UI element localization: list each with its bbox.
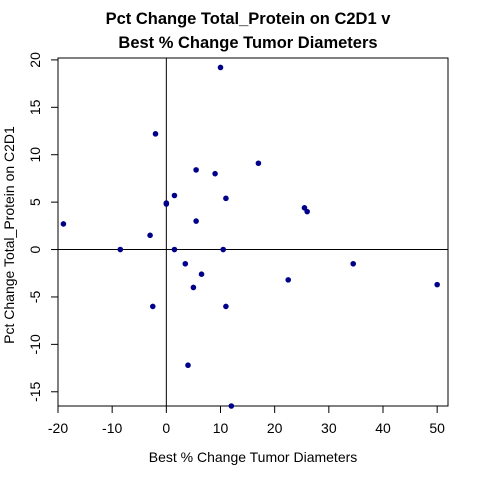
data-point xyxy=(255,160,262,167)
data-point xyxy=(182,260,189,267)
x-tick-label: 10 xyxy=(213,420,229,436)
y-tick-label: 0 xyxy=(27,245,43,253)
data-point xyxy=(212,170,218,177)
x-axis: -20 -10 0 10 20 30 40 50 xyxy=(48,406,445,436)
y-tick-label: 20 xyxy=(27,52,43,68)
data-point xyxy=(220,246,227,253)
y-tick-label: 10 xyxy=(27,147,43,163)
data-point xyxy=(217,64,224,71)
x-tick-label: 50 xyxy=(429,420,445,436)
y-tick-label: -5 xyxy=(27,291,43,304)
x-axis-label: Best % Change Tumor Diameters xyxy=(149,449,358,465)
data-point xyxy=(223,303,229,310)
x-tick-label: -20 xyxy=(48,420,68,436)
data-point xyxy=(60,221,67,227)
data-point xyxy=(171,246,178,253)
data-point xyxy=(223,195,229,202)
data-point xyxy=(171,192,178,199)
data-point xyxy=(301,205,308,211)
data-point xyxy=(190,284,197,291)
chart-title-line-2: Best % Change Tumor Diameters xyxy=(118,34,377,52)
data-point xyxy=(198,271,205,277)
x-tick-label: 40 xyxy=(375,420,391,436)
x-tick-label: 0 xyxy=(162,420,170,436)
y-tick-label: -10 xyxy=(27,334,43,354)
y-tick-label: 15 xyxy=(27,99,43,115)
x-tick-label: -10 xyxy=(102,420,122,436)
y-tick-label: -15 xyxy=(27,381,43,401)
data-point xyxy=(304,208,310,215)
data-point xyxy=(434,281,440,288)
data-point xyxy=(285,277,292,283)
x-tick-label: 30 xyxy=(321,420,337,436)
data-point xyxy=(163,200,170,206)
data-point xyxy=(152,131,159,137)
chart-title-line-1: Pct Change Total_Protein on C2D1 v xyxy=(106,10,392,28)
data-point xyxy=(193,218,199,224)
x-tick-label: 20 xyxy=(267,420,283,436)
y-axis: -15 -10 -5 0 5 10 15 20 xyxy=(27,52,58,402)
data-point xyxy=(147,232,153,239)
plot-frame xyxy=(57,57,449,407)
data-point xyxy=(228,403,235,409)
data-point xyxy=(350,260,357,267)
data-point xyxy=(185,362,191,369)
data-point xyxy=(193,167,199,173)
y-tick-label: 5 xyxy=(27,198,43,206)
data-point xyxy=(149,303,156,310)
data-point xyxy=(117,246,124,253)
data-points xyxy=(60,64,440,409)
y-axis-label: Pct Change Total_Protein on C2D1 xyxy=(1,126,17,344)
